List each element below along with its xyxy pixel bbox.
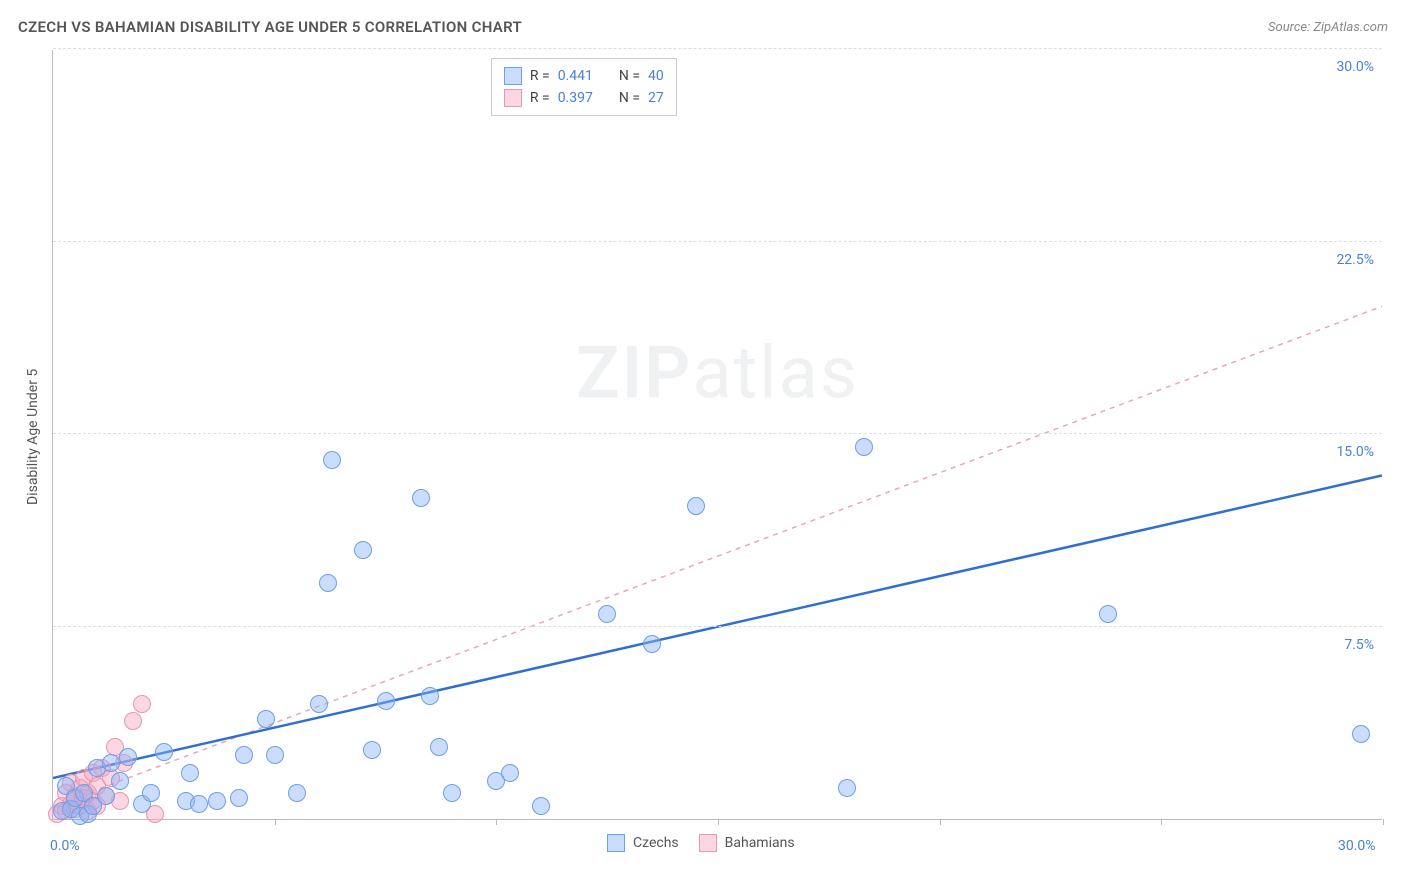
gridline-horizontal: [53, 626, 1382, 627]
legend-N-label: N =: [619, 90, 640, 106]
legend-swatch: [504, 89, 522, 107]
legend-R-value: 0.397: [558, 90, 593, 106]
data-point: [155, 743, 173, 761]
data-point: [111, 772, 129, 790]
y-axis-title: Disability Age Under 5: [25, 369, 41, 505]
legend-swatch: [607, 834, 625, 852]
legend-swatch: [699, 834, 717, 852]
x-tick: [940, 819, 941, 825]
data-point: [643, 635, 661, 653]
data-point: [133, 695, 151, 713]
stats-legend-row: R = 0.397 N = 27: [504, 87, 664, 109]
gridline-horizontal: [53, 48, 1382, 49]
data-point: [319, 574, 337, 592]
data-point: [1099, 605, 1117, 623]
series-legend-item: Czechs: [607, 832, 679, 854]
data-point: [119, 748, 137, 766]
legend-R-label: R =: [530, 90, 550, 106]
legend-N-value: 27: [648, 90, 664, 106]
x-tick: [718, 819, 719, 825]
data-point: [377, 692, 395, 710]
data-point: [190, 795, 208, 813]
x-tick: [1161, 819, 1162, 825]
data-point: [354, 541, 372, 559]
data-point: [266, 746, 284, 764]
data-point: [208, 792, 226, 810]
source-attribution: Source: ZipAtlas.com: [1268, 20, 1388, 35]
chart-title: CZECH VS BAHAMIAN DISABILITY AGE UNDER 5…: [18, 18, 522, 36]
legend-R-label: R =: [530, 68, 550, 84]
series-legend-item: Bahamians: [699, 832, 795, 854]
source-name: ZipAtlas.com: [1313, 20, 1388, 35]
legend-N-value: 40: [648, 68, 664, 84]
data-point: [97, 787, 115, 805]
y-tick-label: 30.0%: [1336, 59, 1374, 75]
series-legend-label: Bahamians: [725, 835, 795, 851]
data-point: [443, 784, 461, 802]
x-axis-origin-label: 0.0%: [50, 838, 80, 854]
data-point: [230, 789, 248, 807]
data-point: [235, 746, 253, 764]
data-point: [412, 489, 430, 507]
y-tick-label: 22.5%: [1336, 252, 1374, 268]
data-point: [532, 797, 550, 815]
y-tick-label: 15.0%: [1336, 444, 1374, 460]
data-point: [430, 738, 448, 756]
x-tick: [496, 819, 497, 825]
data-point: [124, 712, 142, 730]
data-point: [288, 784, 306, 802]
data-point: [855, 438, 873, 456]
legend-swatch: [504, 67, 522, 85]
data-point: [142, 784, 160, 802]
data-point: [181, 764, 199, 782]
data-point: [598, 605, 616, 623]
trend-line: [53, 476, 1382, 778]
series-legend-label: Czechs: [633, 835, 679, 851]
data-point: [838, 779, 856, 797]
trend-lines-svg: [53, 50, 1382, 819]
data-point: [421, 687, 439, 705]
data-point: [363, 741, 381, 759]
scatter-plot-area: ZIPatlas 7.5% 15.0% 22.5% 30.0%: [52, 50, 1382, 820]
data-point: [257, 710, 275, 728]
data-point: [1352, 725, 1370, 743]
data-point: [501, 764, 519, 782]
legend-R-value: 0.441: [558, 68, 593, 84]
watermark-zip: ZIP: [576, 330, 692, 415]
source-prefix: Source:: [1268, 20, 1313, 35]
data-point: [102, 754, 120, 772]
watermark-atlas: atlas: [692, 330, 859, 415]
legend-N-label: N =: [619, 68, 640, 84]
trend-line: [53, 306, 1382, 806]
gridline-horizontal: [53, 241, 1382, 242]
x-tick: [275, 819, 276, 825]
watermark: ZIPatlas: [576, 330, 859, 415]
header-row: CZECH VS BAHAMIAN DISABILITY AGE UNDER 5…: [18, 18, 1388, 36]
stats-legend-box: R = 0.441 N = 40 R = 0.397 N = 27: [491, 58, 677, 116]
series-legend: Czechs Bahamians: [607, 832, 795, 854]
x-axis-max-label: 30.0%: [1338, 838, 1376, 854]
y-tick-label: 7.5%: [1344, 637, 1374, 653]
data-point: [687, 497, 705, 515]
stats-legend-row: R = 0.441 N = 40: [504, 65, 664, 87]
gridline-horizontal: [53, 433, 1382, 434]
data-point: [310, 695, 328, 713]
data-point: [323, 451, 341, 469]
x-tick: [1383, 819, 1384, 825]
